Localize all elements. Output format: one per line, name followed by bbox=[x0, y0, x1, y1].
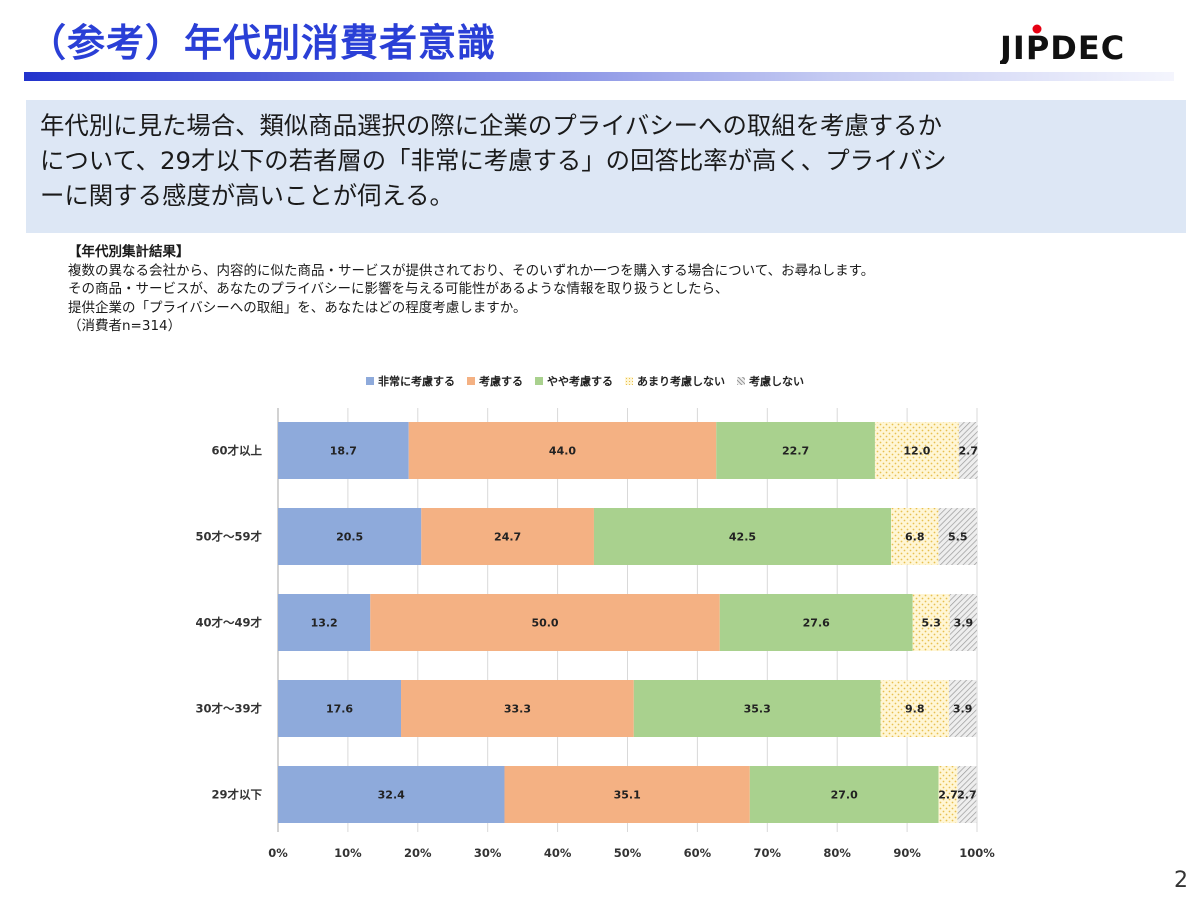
y-category-label: 50才～59才 bbox=[195, 530, 262, 544]
x-tick-label: 50% bbox=[614, 846, 642, 860]
bar-segment bbox=[912, 594, 950, 651]
data-label: 17.6 bbox=[326, 703, 353, 716]
y-category-label: 60才以上 bbox=[211, 444, 262, 458]
data-label: 24.7 bbox=[494, 531, 521, 544]
bar-segment bbox=[958, 422, 978, 479]
bar-segment bbox=[278, 766, 505, 823]
bar-segment bbox=[504, 766, 750, 823]
data-label: 9.8 bbox=[905, 703, 925, 716]
data-label: 6.8 bbox=[905, 531, 925, 544]
bar-segment bbox=[408, 422, 717, 479]
bar-segment bbox=[719, 594, 913, 651]
x-tick-label: 90% bbox=[893, 846, 921, 860]
bar-segment bbox=[749, 766, 939, 823]
bar-segment bbox=[278, 422, 409, 479]
page-number: 2 bbox=[1174, 868, 1188, 893]
legend-item: 非常に考慮する bbox=[366, 373, 455, 389]
x-tick-label: 10% bbox=[334, 846, 362, 860]
data-label: 18.7 bbox=[330, 445, 357, 458]
bar-segment bbox=[874, 422, 959, 479]
bar-segment bbox=[370, 594, 720, 651]
data-label: 12.0 bbox=[903, 445, 930, 458]
legend-item: あまり考慮しない bbox=[625, 373, 725, 389]
bar-segment bbox=[278, 508, 422, 565]
data-label: 20.5 bbox=[336, 531, 363, 544]
summary-line: ーに関する感度が高いことが伺える。 bbox=[40, 181, 454, 210]
legend-label: あまり考慮しない bbox=[637, 375, 725, 388]
survey-question-line: その商品・サービスが、あなたのプライバシーに影響を与える可能性があるような情報を… bbox=[68, 281, 729, 297]
x-tick-label: 40% bbox=[544, 846, 572, 860]
summary-box: 年代別に見た場合、類似商品選択の際に企業のプライバシーへの取組を考慮するか につ… bbox=[26, 100, 1186, 233]
data-label: 27.0 bbox=[831, 789, 858, 802]
summary-line: 年代別に見た場合、類似商品選択の際に企業のプライバシーへの取組を考慮するか bbox=[40, 111, 942, 140]
legend-label: 非常に考慮する bbox=[378, 375, 455, 388]
data-label: 2.7 bbox=[938, 789, 958, 802]
data-label: 42.5 bbox=[729, 531, 756, 544]
x-tick-label: 80% bbox=[823, 846, 851, 860]
data-label: 3.9 bbox=[954, 617, 974, 630]
slide-title: （参考）年代別消費者意識 bbox=[28, 21, 497, 65]
bar-segment bbox=[891, 508, 939, 565]
legend-swatch bbox=[366, 377, 374, 385]
bar-segment bbox=[278, 594, 371, 651]
title-underline bbox=[24, 72, 1174, 81]
logo-text: JIPDEC bbox=[1000, 29, 1125, 64]
x-tick-label: 70% bbox=[754, 846, 782, 860]
bar-segment bbox=[938, 508, 977, 565]
legend-swatch bbox=[625, 377, 633, 385]
bar-segment bbox=[401, 680, 634, 737]
x-tick-label: 0% bbox=[268, 846, 288, 860]
data-label: 3.9 bbox=[953, 703, 973, 716]
y-category-label: 29才以下 bbox=[211, 788, 262, 802]
data-label: 27.6 bbox=[803, 617, 830, 630]
x-tick-label: 60% bbox=[684, 846, 712, 860]
data-label: 22.7 bbox=[782, 445, 809, 458]
bar-segment bbox=[880, 680, 950, 737]
x-tick-label: 20% bbox=[404, 846, 432, 860]
y-category-label: 30才～39才 bbox=[195, 702, 262, 716]
chart-legend: 非常に考慮する 考慮する やや考慮する あまり考慮しない 考慮しない bbox=[366, 373, 804, 389]
bar-segment bbox=[938, 766, 958, 823]
legend-item: 考慮する bbox=[467, 373, 523, 389]
data-label: 5.3 bbox=[921, 617, 941, 630]
legend-swatch bbox=[535, 377, 543, 385]
data-label: 5.5 bbox=[948, 531, 968, 544]
bar-segment bbox=[278, 680, 402, 737]
survey-sample-size: （消費者n=314） bbox=[68, 318, 182, 334]
data-label: 35.1 bbox=[614, 789, 641, 802]
bar-segment bbox=[593, 508, 892, 565]
data-label: 2.7 bbox=[959, 445, 979, 458]
data-label: 44.0 bbox=[549, 445, 576, 458]
survey-heading: 【年代別集計結果】 bbox=[68, 244, 190, 260]
legend-item: やや考慮する bbox=[535, 373, 613, 389]
data-label: 2.7 bbox=[957, 789, 977, 802]
legend-swatch bbox=[467, 377, 475, 385]
bar-segment bbox=[957, 766, 977, 823]
summary-line: について、29才以下の若者層の「非常に考慮する」の回答比率が高く、プライバシ bbox=[40, 146, 947, 175]
bar-segment bbox=[949, 594, 977, 651]
legend-label: 考慮する bbox=[479, 375, 523, 388]
logo-dot-icon bbox=[1032, 24, 1042, 34]
legend-item: 考慮しない bbox=[737, 373, 804, 389]
data-label: 13.2 bbox=[311, 617, 338, 630]
data-label: 35.3 bbox=[744, 703, 771, 716]
bar-segment bbox=[421, 508, 594, 565]
bar-segment bbox=[716, 422, 875, 479]
survey-question-line: 複数の異なる会社から、内容的に似た商品・サービスが提供されており、そのいずれか一… bbox=[68, 262, 875, 279]
x-tick-label: 100% bbox=[959, 846, 995, 860]
legend-label: 考慮しない bbox=[749, 375, 804, 388]
data-label: 50.0 bbox=[531, 617, 558, 630]
legend-swatch bbox=[737, 377, 745, 385]
jipdec-logo: JIPDEC bbox=[1000, 24, 1125, 64]
survey-question-line: 提供企業の「プライバシーへの取組」を、あなたはどの程度考慮しますか。 bbox=[68, 299, 527, 316]
y-category-label: 40才～49才 bbox=[195, 616, 262, 630]
data-label: 32.4 bbox=[378, 789, 405, 802]
survey-description: 【年代別集計結果】 複数の異なる会社から、内容的に似た商品・サービスが提供されて… bbox=[68, 243, 874, 336]
x-tick-label: 30% bbox=[474, 846, 502, 860]
bar-segment bbox=[949, 680, 977, 737]
bar-segment bbox=[633, 680, 881, 737]
data-label: 33.3 bbox=[504, 703, 531, 716]
legend-label: やや考慮する bbox=[547, 375, 613, 388]
